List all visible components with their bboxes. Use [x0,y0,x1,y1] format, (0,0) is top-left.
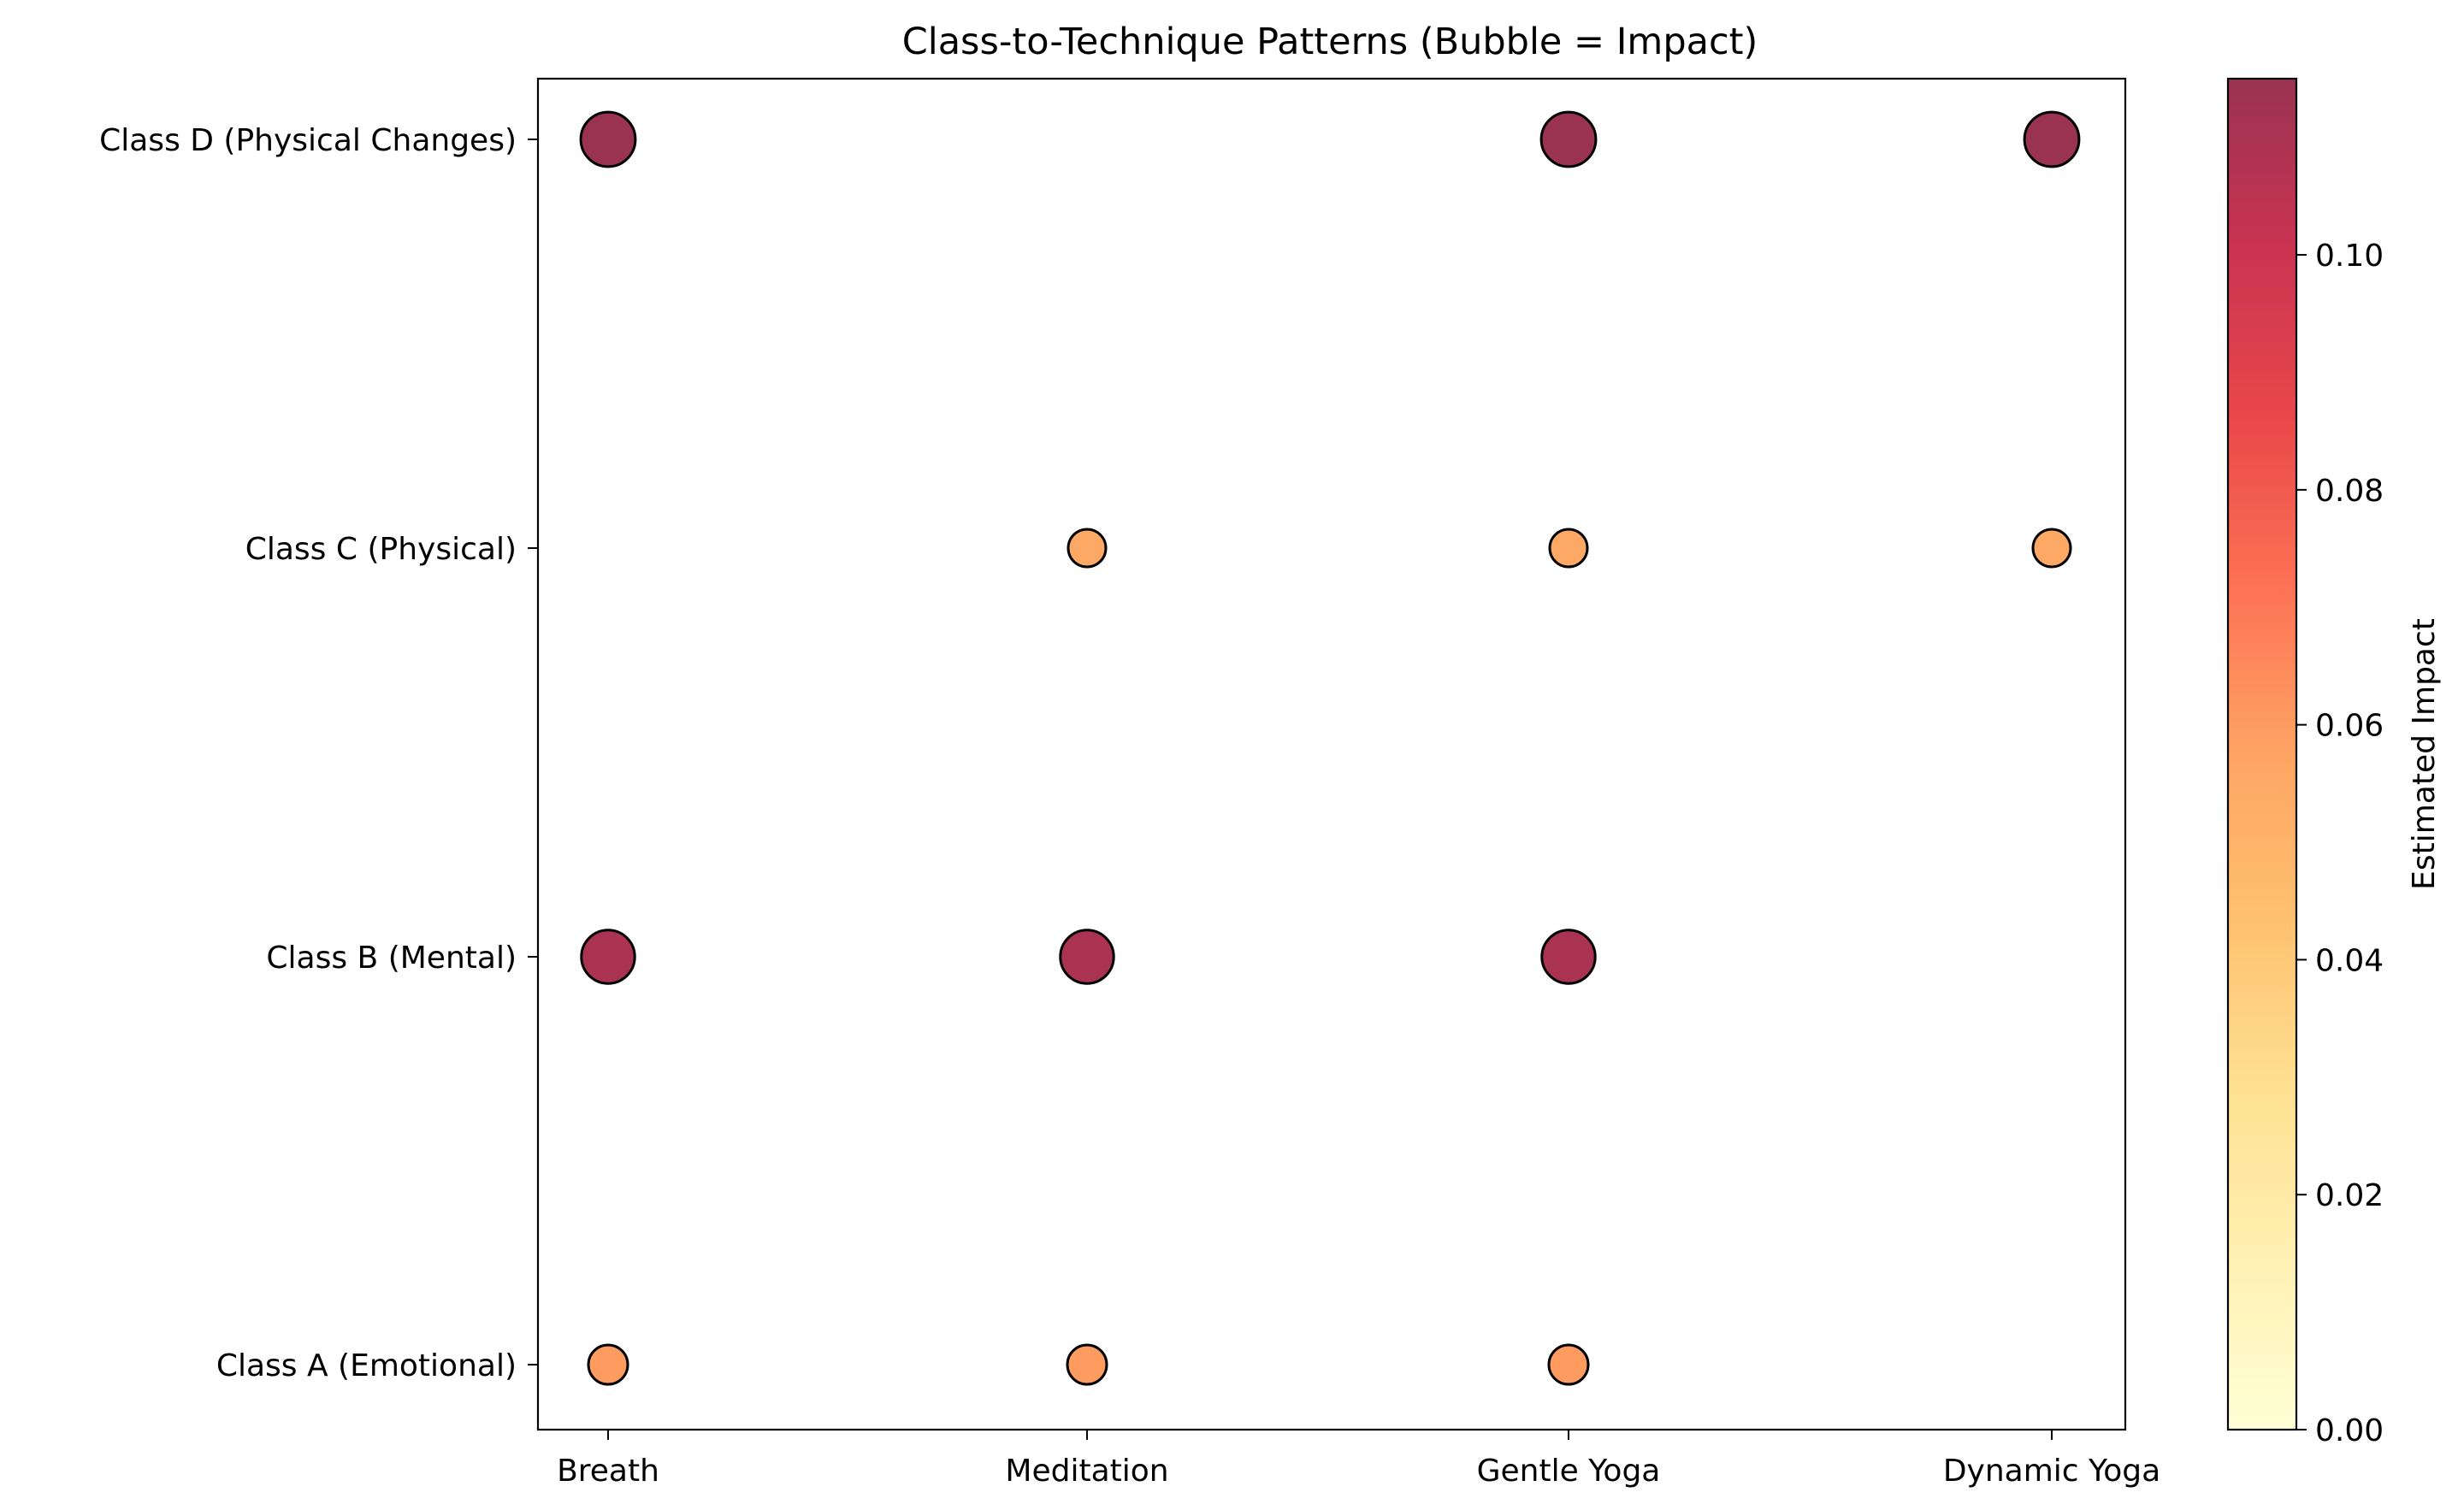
bubble-point [1539,110,1598,168]
colorbar-label: Estimated Impact [2407,618,2442,890]
colorbar-tick-label: 0.06 [2315,709,2384,744]
colorbar-frame [2226,77,2298,1431]
colorbar-gradient [2228,79,2296,1430]
x-tick-label: Dynamic Yoga [1943,1454,2160,1489]
colorbar-tick-label: 0.08 [2315,474,2384,509]
colorbar-tick-label: 0.04 [2315,943,2384,978]
bubble-point [1548,528,1589,569]
bubble-point [1066,1343,1108,1386]
x-tick-label: Gentle Yoga [1477,1454,1661,1489]
bubble-point [1067,528,1108,569]
x-axis: Breath Meditation Gentle Yoga Dynamic Yoga [557,1430,2160,1489]
colorbar-tick-label: 0.02 [2315,1178,2384,1213]
bubble-layer [579,110,2081,1386]
bubble-point [580,929,636,985]
y-axis: Class A (Emotional) Class B (Mental) Class… [99,123,538,1383]
y-tick-label: Class D (Physical Changes) [99,123,517,158]
bubble-point [1059,929,1115,985]
y-tick-label: Class C (Physical) [245,532,517,567]
bubble-point [2031,528,2072,569]
colorbar-tick-label: 0.00 [2315,1413,2384,1448]
bubble-point [1547,1343,1590,1386]
x-tick-label: Breath [557,1454,659,1489]
plot-area [538,79,2125,1430]
colorbar-tick-label: 0.10 [2315,239,2384,274]
bubble-point [2023,110,2081,168]
bubble-point [587,1343,629,1386]
plot-frame [536,77,2127,1431]
y-tick-label: Class B (Mental) [266,941,517,976]
bubble-point [579,110,637,168]
x-tick-label: Meditation [1005,1454,1168,1489]
colorbar-ticks: 0.00 0.02 0.04 0.06 0.08 0.10 [2296,239,2384,1448]
bubble-point [1540,929,1597,985]
y-tick-label: Class A (Emotional) [216,1348,517,1383]
chart-title: Class-to-Technique Patterns (Bubble = Im… [902,21,1758,63]
